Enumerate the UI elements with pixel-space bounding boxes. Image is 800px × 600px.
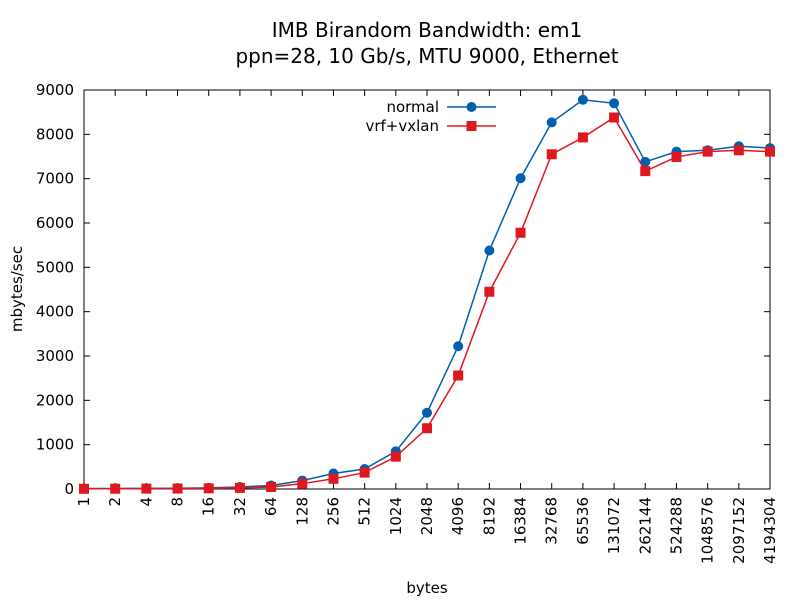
y-tick-label: 1000	[36, 436, 74, 454]
x-tick-label: 4	[137, 497, 155, 507]
data-point	[79, 483, 89, 494]
x-tick-label: 2048	[418, 497, 436, 535]
data-point	[515, 173, 526, 184]
x-tick-label: 256	[324, 497, 342, 526]
data-point	[203, 483, 214, 494]
y-tick-label: 4000	[36, 303, 74, 321]
x-tick-label: 1024	[387, 497, 405, 535]
x-tick-label: 32768	[543, 497, 561, 545]
data-point	[609, 112, 620, 123]
data-point	[765, 146, 775, 157]
data-point	[577, 132, 588, 143]
x-tick-label: 2	[106, 497, 124, 507]
x-tick-label: 262144	[636, 497, 654, 554]
x-tick-label: 8	[169, 497, 187, 507]
data-point	[328, 473, 339, 484]
y-tick-label: 9000	[36, 81, 74, 99]
legend-label: normal	[386, 98, 439, 116]
x-tick-label: 1048576	[699, 497, 717, 564]
y-tick-label: 5000	[36, 258, 74, 276]
data-point	[640, 156, 651, 167]
legend-label: vrf+vxlan	[365, 117, 439, 135]
x-tick-label: 524288	[667, 497, 685, 554]
data-point	[702, 146, 713, 157]
data-point	[172, 483, 183, 494]
chart-title-line-2: ppn=28, 10 Gb/s, MTU 9000, Ethernet	[235, 44, 618, 68]
legend-marker	[466, 102, 477, 112]
x-tick-label: 16384	[512, 497, 530, 545]
data-point	[422, 423, 432, 434]
data-point	[266, 482, 277, 493]
data-point	[422, 407, 432, 418]
x-tick-label: 4194304	[761, 497, 779, 564]
x-tick-label: 16	[200, 497, 218, 516]
y-tick-label: 7000	[36, 170, 74, 188]
data-point	[359, 467, 370, 478]
y-tick-label: 2000	[36, 391, 74, 409]
y-axis-label: mbytes/sec	[8, 246, 26, 332]
y-tick-label: 6000	[36, 214, 74, 232]
x-tick-label: 131072	[605, 497, 623, 554]
axis-ticks: 0 1000 2000 3000 4000 5000 6000 7000 8000 9000 1 2 4…	[36, 81, 779, 564]
data-point	[546, 117, 557, 128]
x-tick-label: 2097152	[730, 497, 748, 564]
x-tick-label: 32	[231, 497, 249, 516]
data-point	[515, 227, 526, 238]
chart-title-line-1: IMB Birandom Bandwidth: em1	[272, 18, 583, 42]
x-tick-label: 4096	[449, 497, 467, 535]
x-tick-label: 512	[356, 497, 374, 526]
x-tick-label: 64	[262, 497, 280, 516]
x-tick-label: 128	[293, 497, 311, 526]
x-tick-label: 8192	[480, 497, 498, 535]
data-point	[484, 245, 495, 256]
data-point	[234, 482, 245, 493]
data-point	[671, 151, 682, 162]
x-tick-label: 65536	[574, 497, 592, 545]
data-point	[546, 149, 557, 160]
x-axis-label: bytes	[406, 579, 448, 597]
data-point	[453, 370, 464, 381]
data-point	[390, 451, 401, 462]
x-tick-label: 1	[75, 497, 93, 507]
data-point	[733, 145, 744, 156]
data-point	[453, 341, 464, 352]
data-point	[110, 483, 121, 494]
series-normal	[79, 94, 775, 494]
data-point	[609, 98, 620, 109]
data-point	[141, 483, 152, 494]
y-tick-label: 8000	[36, 125, 74, 143]
series-layer	[79, 94, 775, 494]
data-point	[297, 478, 308, 489]
y-tick-label: 0	[64, 480, 74, 498]
legend-marker	[466, 121, 477, 131]
y-tick-label: 3000	[36, 347, 74, 365]
series-vrf-vxlan	[79, 112, 775, 494]
data-point	[484, 286, 495, 297]
data-point	[640, 166, 651, 177]
data-point	[577, 94, 588, 105]
